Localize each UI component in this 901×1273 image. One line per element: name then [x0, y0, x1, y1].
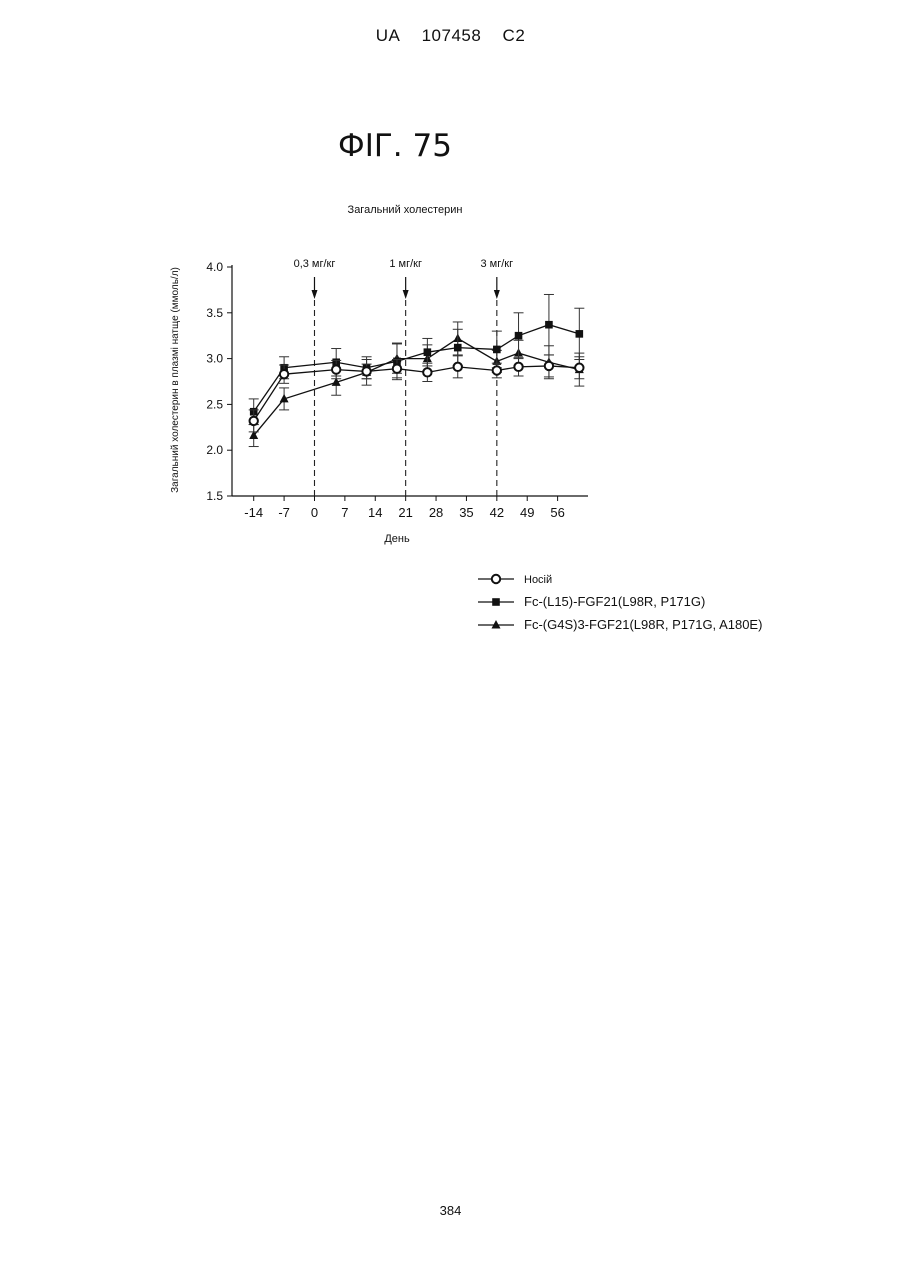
x-axis-label: День: [384, 533, 410, 545]
dose-label: 1 мг/кг: [389, 258, 422, 270]
y-tick-label: 3.0: [206, 352, 223, 366]
page-number: 384: [0, 1203, 901, 1218]
dose-annotations: 0,3 мг/кг 1 мг/кг 3 мг/кг: [294, 258, 514, 496]
data-point: [280, 370, 288, 378]
series-1: [249, 294, 585, 424]
data-point: [575, 364, 583, 372]
legend-label-vehicle: Носій: [524, 574, 552, 586]
data-point: [454, 344, 462, 352]
x-tick-label: 49: [520, 505, 534, 520]
series-layer: [249, 294, 585, 446]
legend-marker: [492, 598, 500, 606]
dose-arrow-head: [494, 290, 500, 299]
legend-item-fc-l15: Fc-(L15)-FGF21(L98R, P171G): [478, 594, 705, 609]
x-tick-label: 7: [341, 505, 348, 520]
legend-marker: [492, 620, 501, 629]
x-tick-label: 35: [459, 505, 473, 520]
y-tick-label: 2.5: [206, 397, 223, 411]
y-tick-label: 4.0: [206, 260, 223, 274]
data-point: [514, 363, 522, 371]
y-tick-label: 1.5: [206, 489, 223, 503]
dose-arrow-head: [403, 290, 409, 299]
x-tick-label: 42: [490, 505, 504, 520]
x-tick-label: 14: [368, 505, 382, 520]
x-tick-label: 56: [550, 505, 564, 520]
data-point: [424, 348, 432, 356]
x-tick-label: -14: [244, 505, 263, 520]
series-2: [249, 322, 585, 447]
data-point: [493, 346, 501, 354]
data-point: [250, 417, 258, 425]
legend-label-fc-g4s3: Fc-(G4S)3-FGF21(L98R, P171G, A180E): [524, 617, 762, 632]
axes: 1.5 2.0 2.5 3.0 3.5 4.0 -14 -7 0 7 14 21 28 35 42 49 56: [206, 260, 588, 520]
data-point: [493, 366, 501, 374]
series-line: [254, 325, 580, 412]
dose-arrow-head: [311, 290, 317, 299]
dose-label: 3 мг/кг: [481, 258, 514, 270]
x-tick-label: 21: [398, 505, 412, 520]
legend-label-fc-l15: Fc-(L15)-FGF21(L98R, P171G): [524, 594, 705, 609]
x-tick-label: 0: [311, 505, 318, 520]
data-point: [515, 332, 523, 340]
legend: Носій Fc-(L15)-FGF21(L98R, P171G) Fc-(G4…: [478, 574, 762, 632]
y-tick-label: 2.0: [206, 443, 223, 457]
data-point: [545, 321, 553, 329]
x-tick-label: -7: [278, 505, 290, 520]
y-tick-label: 3.5: [206, 306, 223, 320]
chart-title: Загальний холестерин: [348, 204, 463, 216]
legend-item-fc-g4s3: Fc-(G4S)3-FGF21(L98R, P171G, A180E): [478, 617, 762, 632]
x-tick-label: 28: [429, 505, 443, 520]
data-point: [423, 368, 431, 376]
legend-marker: [492, 575, 500, 583]
y-axis-label: Загальний холестерин в плазмі натще (ммо…: [170, 267, 181, 493]
series-line: [254, 338, 580, 435]
data-point: [576, 330, 584, 338]
data-point: [332, 365, 340, 373]
legend-item-vehicle: Носій: [478, 574, 552, 586]
data-point: [454, 363, 462, 371]
dose-label: 0,3 мг/кг: [294, 258, 336, 270]
data-point: [362, 367, 370, 375]
data-point: [393, 364, 401, 372]
data-point: [545, 362, 553, 370]
